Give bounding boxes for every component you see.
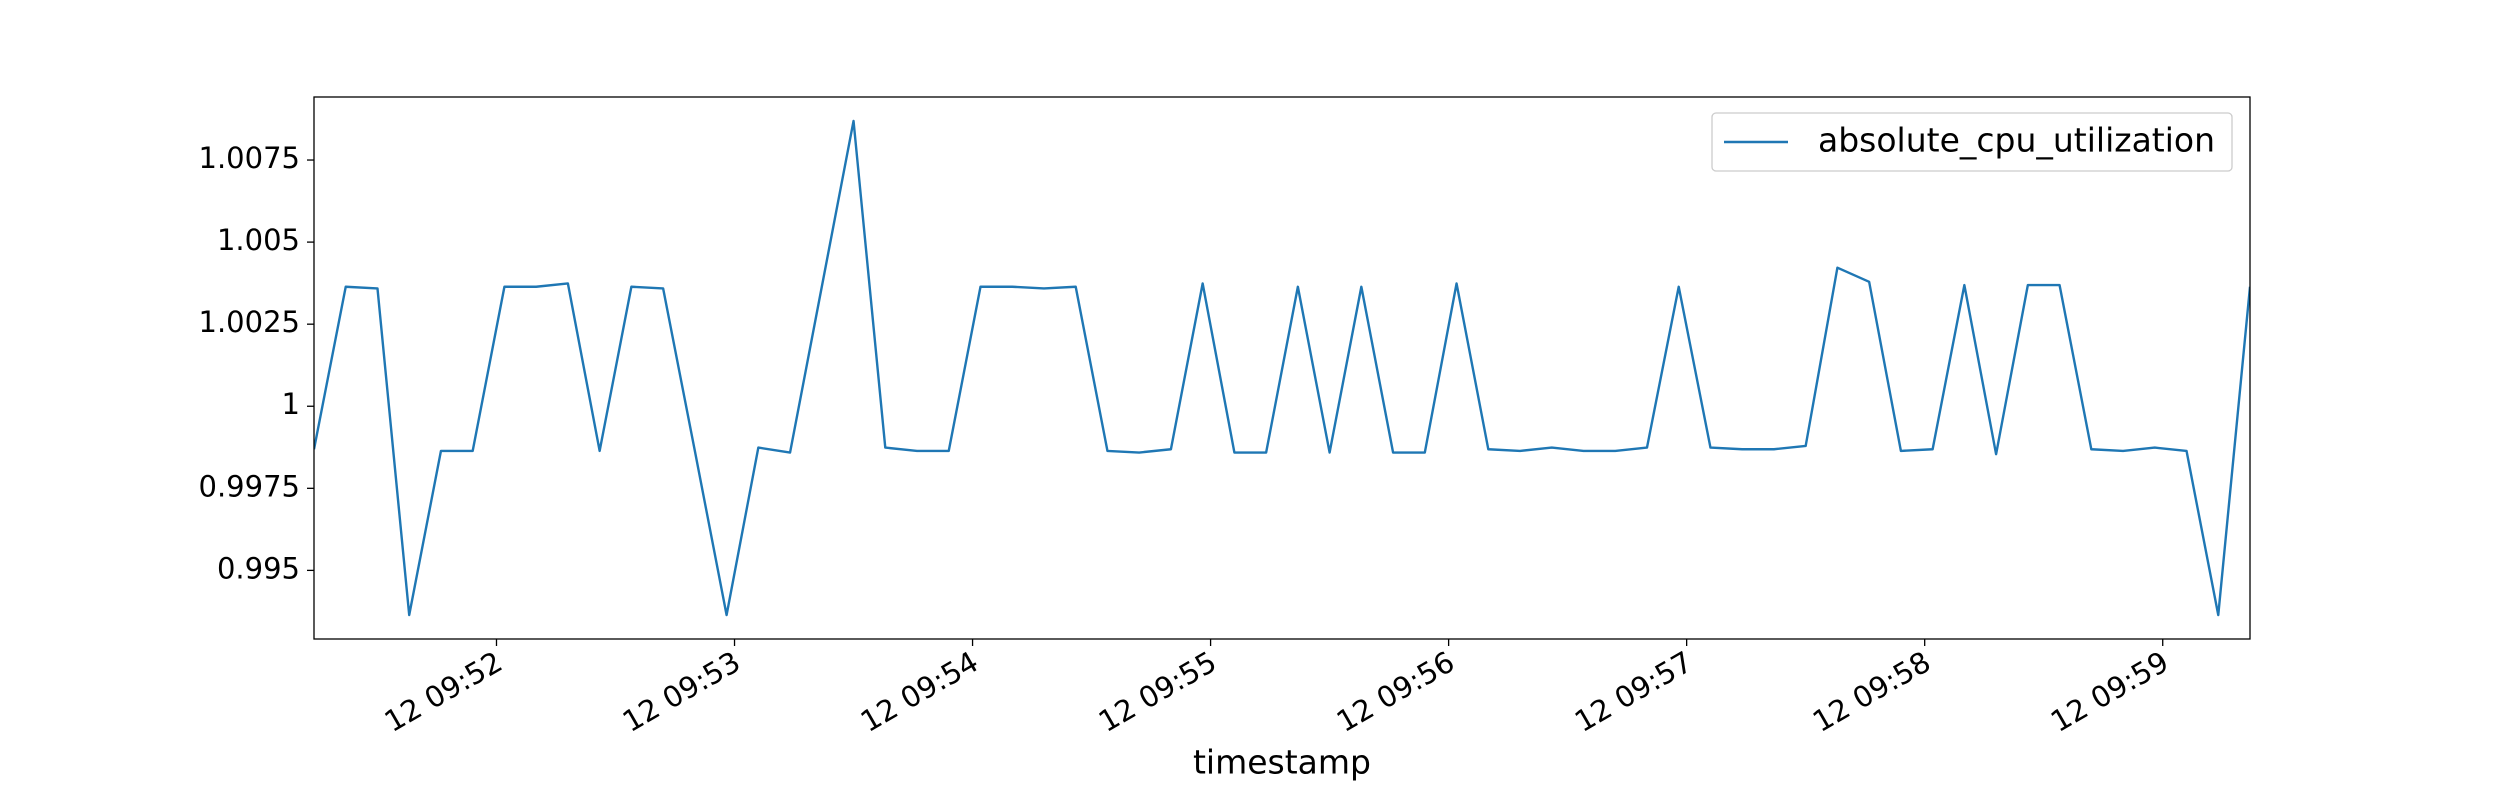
- y-tick-label: 1.0075: [199, 141, 300, 175]
- y-tick-label: 0.9975: [199, 469, 300, 503]
- x-tick-label: 12 09:59: [2045, 645, 2174, 739]
- x-tick-label: 12 09:52: [379, 645, 508, 739]
- x-tick-label: 12 09:58: [1807, 645, 1936, 739]
- x-tick-label: 12 09:53: [617, 645, 746, 739]
- x-tick-label: 12 09:54: [855, 645, 984, 739]
- x-tick-label: 12 09:55: [1093, 645, 1222, 739]
- plot-frame: [313, 96, 2251, 640]
- x-axis-label: timestamp: [1193, 743, 1371, 782]
- plot-area: [314, 119, 2250, 617]
- legend-box: [1711, 112, 2233, 172]
- legend: absolute_cpu_utilization: [1711, 112, 2233, 172]
- y-tick-label: 1.0025: [199, 305, 300, 339]
- data-line: [314, 119, 2250, 617]
- y-tick-label: 1.005: [217, 223, 300, 257]
- legend-label: absolute_cpu_utilization: [1818, 121, 2215, 160]
- y-tick-label: 1: [282, 387, 300, 421]
- y-tick-label: 0.995: [217, 551, 300, 585]
- x-tick-label: 12 09:56: [1331, 645, 1460, 739]
- x-tick-label: 12 09:57: [1569, 645, 1698, 739]
